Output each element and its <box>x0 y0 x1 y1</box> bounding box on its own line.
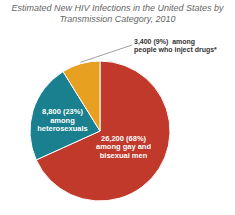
svg-text:26,200 (68%)among gay andbisex: 26,200 (68%)among gay andbisexual men <box>96 133 151 159</box>
svg-text:3,400 (9%) amongpeople who in: 3,400 (9%) amongpeople who inject drugs* <box>134 37 217 54</box>
html-text:Estimated New HIV Infections i: Estimated New HIV Infections in the Unit… <box>11 3 224 24</box>
svg-text:8,800 (23%)amongheterosexuals: 8,800 (23%)amongheterosexuals <box>37 107 87 133</box>
